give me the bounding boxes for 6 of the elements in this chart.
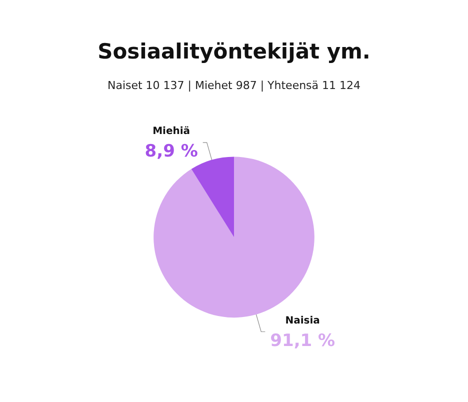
data-label: 8,9 % (144, 142, 198, 162)
chart-title: Sosiaalityöntekijät ym. (98, 40, 370, 64)
slice-label: Miehiä (152, 126, 190, 138)
chart-subtitle: Naiset 10 137 | Miehet 987 | Yhteensä 11 124 (107, 79, 361, 92)
data-label: 91,1 % (270, 330, 336, 351)
slice-label: Naisia (285, 315, 320, 326)
